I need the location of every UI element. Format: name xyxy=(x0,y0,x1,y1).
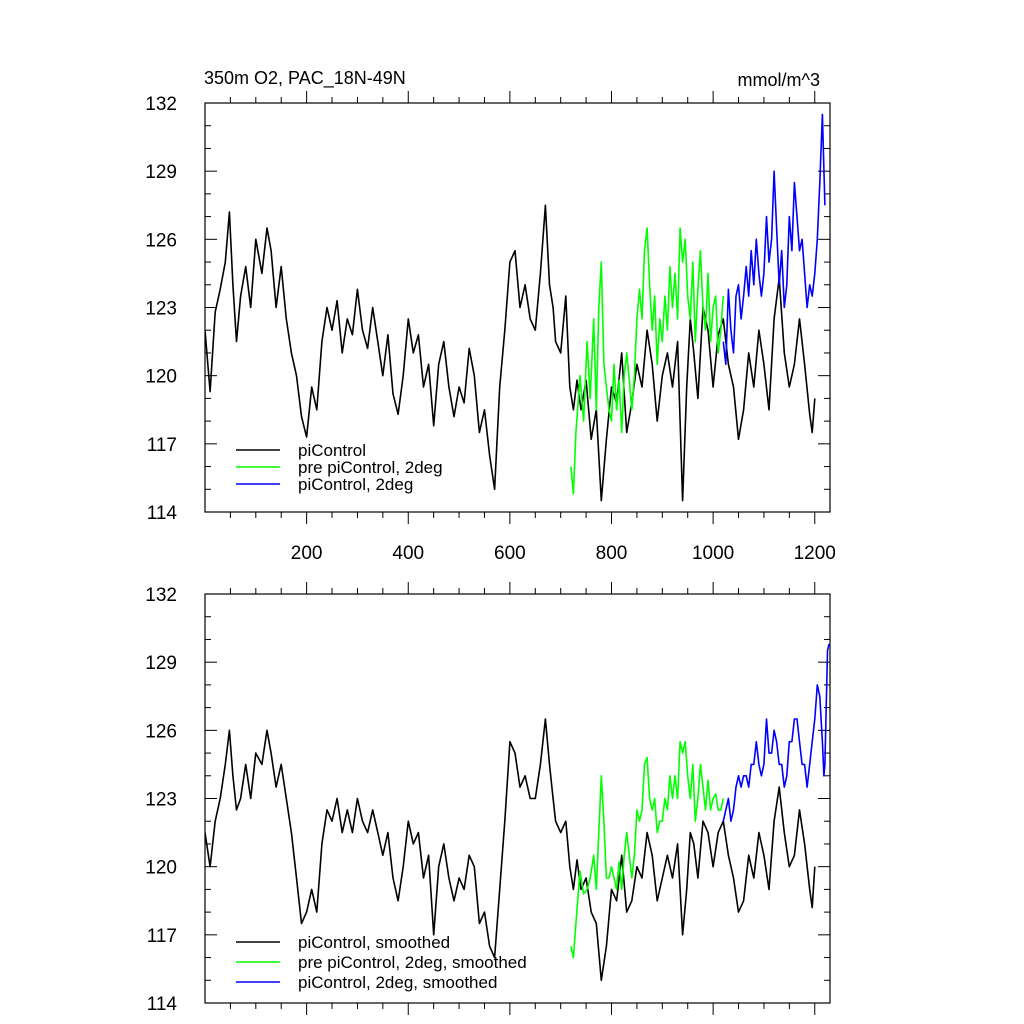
legend-label: pre piControl, 2deg xyxy=(298,458,443,477)
series-line-0 xyxy=(205,718,816,982)
x-tick-label: 800 xyxy=(596,543,628,564)
legend-label: piControl xyxy=(298,441,366,460)
series-line-1 xyxy=(570,227,725,495)
chart-title: 350m O2, PAC_18N-49N xyxy=(204,68,406,89)
series-line-2 xyxy=(722,113,826,366)
legend-label: piControl, smoothed xyxy=(298,933,450,952)
y-tick-label: 117 xyxy=(147,926,177,947)
y-tick-label: 114 xyxy=(147,994,178,1015)
x-tick-label: 1000 xyxy=(692,543,734,564)
x-tick-label: 600 xyxy=(494,543,526,564)
x-tick-label: 400 xyxy=(392,543,424,564)
y-tick-label: 114 xyxy=(147,503,178,524)
y-tick-label: 123 xyxy=(145,299,177,320)
top-chart-panel: 350m O2, PAC_18N-49N mmol/m^3 114 117 120 1… xyxy=(145,68,836,564)
series-line-0 xyxy=(205,204,816,502)
y-tick-label: 120 xyxy=(145,367,177,388)
y-tick-label: 117 xyxy=(147,435,177,456)
bottom-chart-panel: 114 117 120 123 126 129 132 piControl, smoothed… xyxy=(145,582,831,1015)
y-tick-label: 132 xyxy=(145,585,177,606)
series-line-2 xyxy=(722,643,830,822)
y-tick-label: 132 xyxy=(145,94,177,115)
series-line-1 xyxy=(570,740,725,959)
legend-label: piControl, 2deg xyxy=(298,475,413,494)
legend-label: pre piControl, 2deg, smoothed xyxy=(298,953,527,972)
y-tick-label: 126 xyxy=(145,721,177,742)
y-tick-label: 129 xyxy=(145,162,177,183)
legend-label: piControl, 2deg, smoothed xyxy=(298,973,497,992)
y-tick-label: 129 xyxy=(145,653,177,674)
y-tick-label: 120 xyxy=(145,858,177,879)
x-tick-label: 1200 xyxy=(794,543,836,564)
y-tick-label: 126 xyxy=(145,230,177,251)
y-tick-label: 123 xyxy=(145,790,177,811)
chart-units: mmol/m^3 xyxy=(738,70,820,90)
x-tick-label: 200 xyxy=(291,543,323,564)
